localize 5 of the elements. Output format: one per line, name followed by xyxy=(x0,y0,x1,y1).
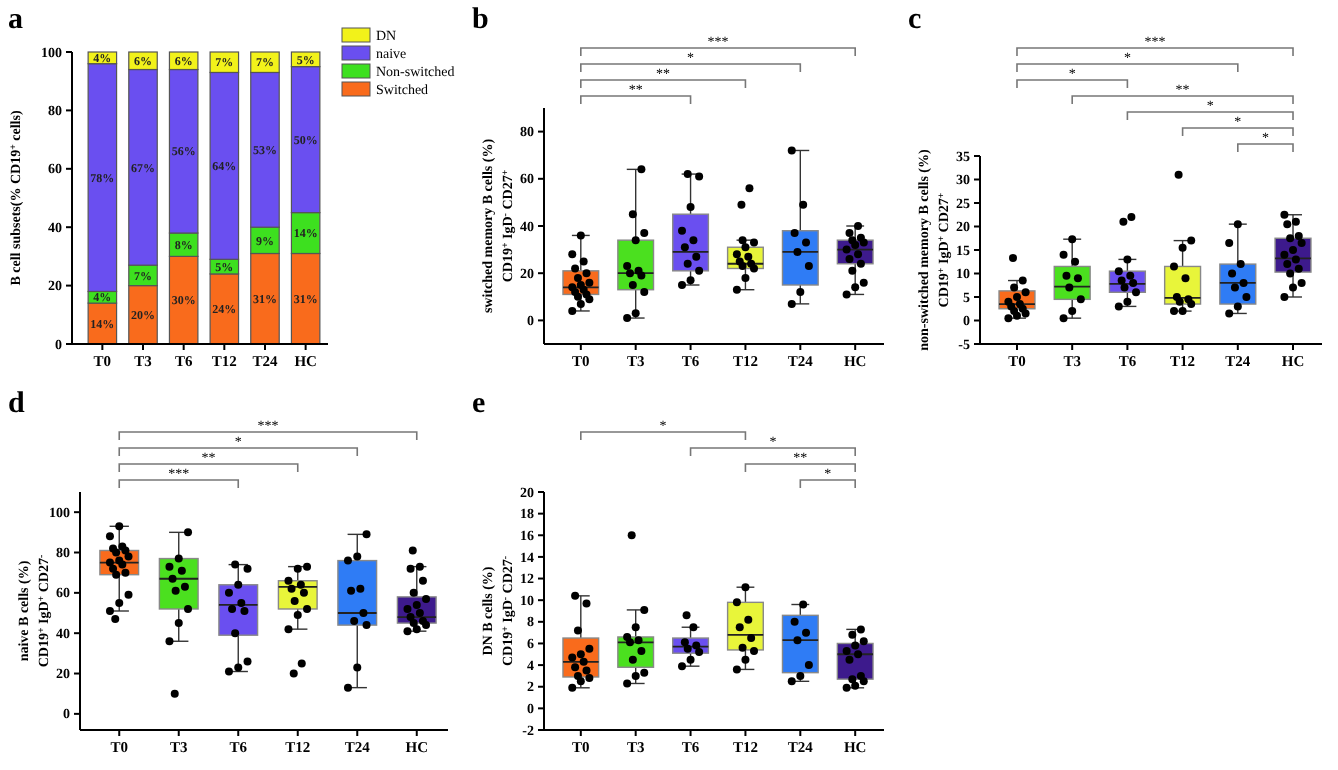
chart-title: b xyxy=(472,4,489,36)
chart-title: a xyxy=(8,4,24,36)
chart-title: c xyxy=(908,4,922,36)
chart-title: e xyxy=(472,388,486,420)
chart-title: d xyxy=(8,388,26,420)
